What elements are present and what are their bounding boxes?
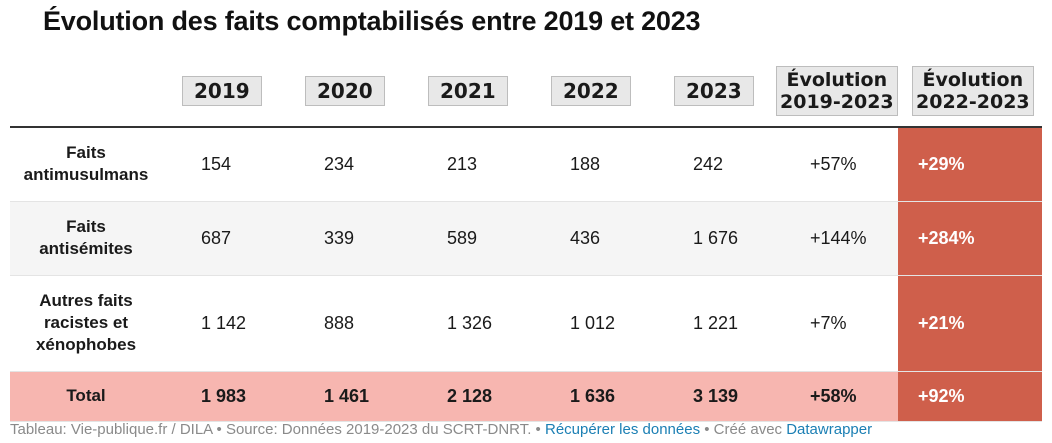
value-cell: 242 (693, 153, 724, 174)
value-cell: 339 (324, 227, 355, 248)
evolution-chip-line: 2019-2023 (780, 91, 894, 113)
year-chip: 2021 (428, 76, 508, 106)
value-cell: 1 142 (201, 312, 247, 333)
year-chip: 2022 (551, 76, 631, 106)
row-label: Faits antimusulmans (10, 127, 162, 201)
evolution-cell: +58% (810, 385, 857, 406)
data-table: 2019 2020 2021 2022 2023 Évolution 2019-… (10, 56, 1042, 422)
value-cell: 888 (324, 312, 355, 333)
row-label-line: Autres faits (39, 291, 133, 310)
evolution-cell: +7% (810, 312, 847, 333)
value-cell: 2 128 (447, 385, 493, 406)
row-label-line: racistes et (43, 313, 129, 332)
value-cell: 3 139 (693, 385, 739, 406)
year-chip: 2020 (305, 76, 385, 106)
evolution-cell: +144% (810, 227, 867, 248)
header-2021: 2021 (408, 56, 531, 127)
value-cell: 1 983 (201, 385, 247, 406)
value-cell: 436 (570, 227, 601, 248)
value-cell: 1 461 (324, 385, 370, 406)
evolution-chip-line: Évolution (786, 69, 888, 91)
value-cell: 234 (324, 153, 355, 174)
header-2022: 2022 (531, 56, 654, 127)
value-cell: 589 (447, 227, 478, 248)
row-label-line: Faits (66, 143, 106, 163)
value-cell: 1 636 (570, 385, 616, 406)
evolution-chip-line: 2022-2023 (916, 91, 1030, 113)
table-row: Faits antimusulmans 154 234 213 188 242 … (10, 127, 1042, 201)
row-label-line: antimusulmans (23, 165, 149, 185)
row-label: Autres faits racistes et xénophobes (10, 275, 162, 371)
datawrapper-link[interactable]: Datawrapper (786, 421, 873, 438)
header-2020: 2020 (285, 56, 408, 127)
highlight-cell: +29% (898, 127, 1042, 201)
value-cell: 1 012 (570, 312, 616, 333)
chart-title: Évolution des faits comptabilisés entre … (43, 6, 701, 36)
highlight-cell: +21% (898, 275, 1042, 371)
table-row: Autres faits racistes et xénophobes 1 14… (10, 275, 1042, 371)
value-cell: 687 (201, 227, 232, 248)
header-evolution-2019-2023: Évolution 2019-2023 (776, 56, 898, 127)
evolution-chip: Évolution 2019-2023 (776, 66, 898, 116)
row-label-line: xénophobes (35, 335, 137, 354)
value-cell: 213 (447, 153, 478, 174)
value-cell: 1 221 (693, 312, 739, 333)
year-chip: 2023 (674, 76, 754, 106)
evolution-chip: Évolution 2022-2023 (912, 66, 1034, 116)
download-data-link[interactable]: Récupérer les données (544, 421, 701, 438)
header-2019: 2019 (162, 56, 285, 127)
year-chip: 2019 (182, 76, 262, 106)
row-label: Total (66, 386, 106, 405)
row-label-line: Faits (66, 217, 106, 236)
footer-created: • Créé avec (700, 421, 787, 438)
header-label-cell (10, 56, 162, 127)
footer: Tableau: Vie-publique.fr / DILA • Source… (10, 421, 872, 438)
value-cell: 1 676 (693, 227, 739, 248)
value-cell: 188 (570, 153, 601, 174)
footer-source: Tableau: Vie-publique.fr / DILA • Source… (10, 421, 545, 438)
row-label: Faits antisémites (10, 201, 162, 275)
total-row: Total 1 983 1 461 2 128 1 636 3 139 +58%… (10, 371, 1042, 421)
header-row: 2019 2020 2021 2022 2023 Évolution 2019-… (10, 56, 1042, 127)
value-cell: 1 326 (447, 312, 493, 333)
evolution-cell: +57% (810, 153, 857, 174)
highlight-cell: +284% (898, 201, 1042, 275)
table-row: Faits antisémites 687 339 589 436 1 676 … (10, 201, 1042, 275)
evolution-chip-line: Évolution (922, 69, 1024, 91)
header-2023: 2023 (654, 56, 776, 127)
value-cell: 154 (201, 153, 232, 174)
highlight-cell: +92% (898, 371, 1042, 421)
header-evolution-2022-2023: Évolution 2022-2023 (898, 56, 1042, 127)
row-label-line: antisémites (39, 239, 133, 258)
